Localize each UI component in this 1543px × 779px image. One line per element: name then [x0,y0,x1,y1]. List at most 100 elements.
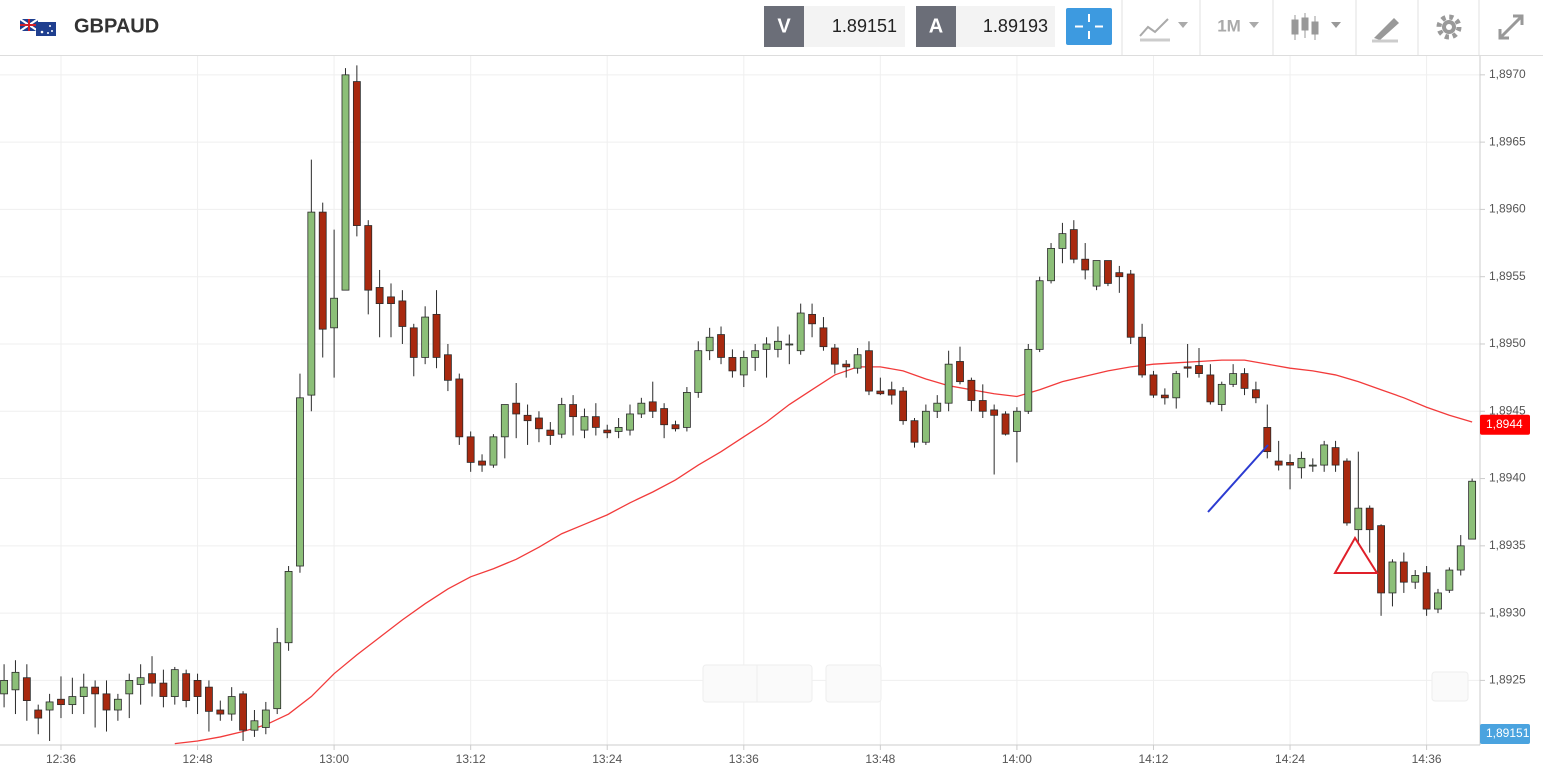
candle-body [125,680,134,695]
x-tick-label: 13:12 [456,752,486,766]
candle-body [1001,413,1010,435]
candle-body [216,709,225,715]
candle-body [910,420,919,443]
scroll-control[interactable] [1431,671,1469,702]
settings-button[interactable] [1436,14,1462,40]
candle-body [1183,366,1192,369]
candle-body [432,313,441,358]
candle-body [865,350,873,392]
ask-value-box[interactable] [956,6,1055,47]
candle-body [307,211,316,396]
candle-body [1456,545,1465,571]
bid-value-box[interactable] [804,6,905,47]
y-tick-label: 1,8935 [1489,538,1526,552]
candle-body [648,401,657,412]
axes: 1,8925 1,8930 1,8935 1,8940 1,8945 1,8950 1,89… [46,67,1530,766]
candle-body [739,357,748,376]
y-tick-label: 1,8925 [1489,673,1526,687]
reset-control[interactable] [825,664,882,703]
candle-body [1172,373,1181,399]
candle-body [1069,229,1078,260]
candle-body [1354,507,1363,531]
candle-body [1115,272,1124,278]
ask-label-box[interactable] [916,6,956,47]
candle-body [842,363,851,368]
ask-value: 1.89193 [983,16,1048,36]
bid-label-box[interactable] [764,6,804,47]
candle-body [466,436,475,463]
candle-body [808,313,816,325]
candle-body [421,316,430,358]
candle-body [239,693,247,731]
candle-body [1411,575,1420,583]
candle-body [1297,457,1306,469]
candle-body [489,436,498,466]
candle-body [1047,248,1055,282]
candle-body [205,686,213,712]
candle-body [956,361,964,383]
candle-body [113,698,122,711]
candle-body [1331,447,1340,466]
header: GBPAUD V 1.89151 A 1.89193 1M [0,0,1543,56]
y-tick-label: 1,8950 [1489,336,1526,350]
candle-body [1149,374,1158,396]
candle-body [1024,348,1033,412]
symbol-title: GBPAUD [74,15,159,37]
candle-style-button[interactable] [1291,13,1341,40]
drawing-button[interactable] [1372,18,1399,43]
x-tick-label: 14:12 [1138,752,1168,766]
crosshair-icon [1075,14,1103,39]
candle-body [1365,507,1374,531]
candle-body [34,709,43,719]
x-tick-label: 12:48 [183,752,213,766]
ask-label: A [929,15,943,37]
separators [1121,0,1480,55]
candle-body [614,427,623,432]
candle-body [921,410,930,443]
x-tick-label: 13:00 [319,752,349,766]
candle-body [296,397,304,567]
candle-body [0,680,8,695]
candle-body [933,402,942,412]
candle-body [967,379,976,401]
candle-body [569,404,577,418]
timeframe: 1M [1217,16,1241,35]
timeframe-button[interactable]: 1M [1217,16,1259,35]
trend-line[interactable] [1207,444,1269,513]
fullscreen-button[interactable] [1498,14,1524,40]
candle-body [1092,260,1101,287]
candle-body [318,211,327,330]
candle-body [364,225,373,291]
candle-body [682,392,691,428]
candle-body [671,424,680,430]
candle-body [273,642,282,710]
candle-body [1081,258,1090,271]
x-tick-label: 14:36 [1412,752,1442,766]
candle-body [193,680,202,697]
candle-body [68,696,77,706]
candle-body [250,720,259,731]
candle-body [717,334,725,358]
price-marker [1480,414,1530,435]
candle-body [91,686,100,695]
candle-body [557,404,566,435]
candle-body [352,81,361,226]
price-marker-label: 1,89151 [1486,726,1530,740]
candle-body [170,669,179,697]
flag [19,18,56,36]
grid [0,56,1480,745]
candle-body [512,402,521,415]
chart-type-button[interactable] [1139,18,1188,42]
triangle-drawing[interactable] [1333,536,1379,574]
candle-body [876,390,885,395]
y-tick-label: 1,8955 [1489,269,1526,283]
candle-body [1195,365,1203,374]
candle-body [330,297,339,329]
candle-body [899,390,908,422]
crosshair-button[interactable] [1066,8,1112,45]
moving-average-line [174,359,1473,745]
candle-body [751,350,760,358]
candle-body [796,312,805,352]
candle-body [830,347,839,365]
